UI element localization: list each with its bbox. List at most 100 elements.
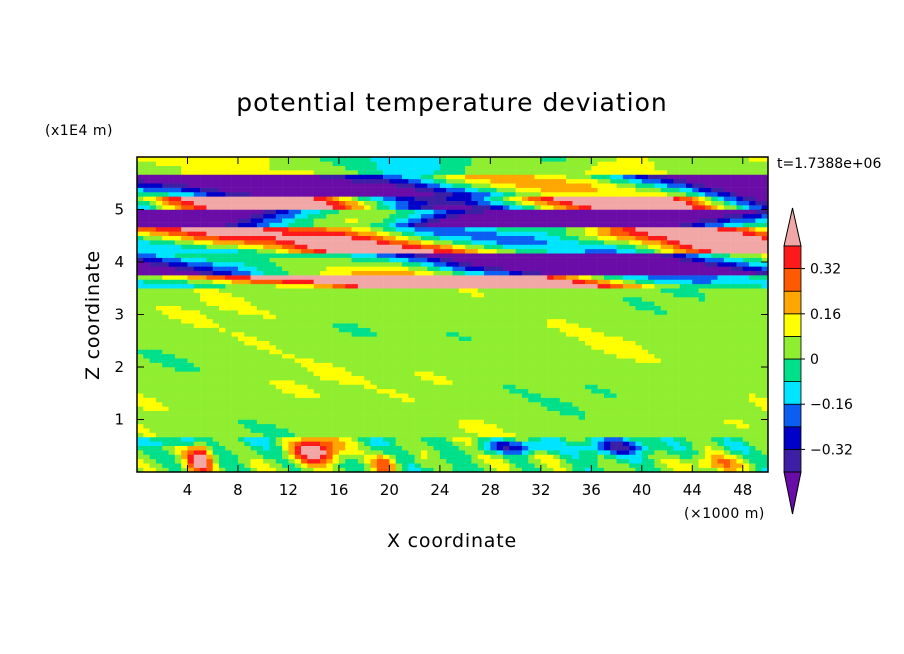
heatmap-cell xyxy=(155,402,163,407)
heatmap-cell xyxy=(749,388,756,394)
heatmap-cell xyxy=(294,349,302,355)
heatmap-cell xyxy=(490,458,497,464)
heatmap-cell xyxy=(502,323,510,328)
heatmap-cell xyxy=(723,454,731,460)
heatmap-cell xyxy=(502,410,510,416)
heatmap-cell xyxy=(673,463,680,468)
heatmap-cell xyxy=(427,253,434,258)
heatmap-cell xyxy=(288,397,295,403)
heatmap-cell xyxy=(629,358,636,363)
heatmap-cell xyxy=(502,380,510,385)
heatmap-cell xyxy=(528,301,535,306)
heatmap-cell xyxy=(269,458,277,464)
heatmap-cell xyxy=(465,297,472,302)
heatmap-cell xyxy=(193,437,201,442)
heatmap-cell xyxy=(383,327,390,333)
heatmap-cell xyxy=(212,332,220,337)
heatmap-cell xyxy=(673,358,680,363)
heatmap-cell xyxy=(414,349,422,355)
heatmap-cell xyxy=(307,432,314,438)
heatmap-cell xyxy=(667,380,674,385)
heatmap-cell xyxy=(502,314,510,320)
heatmap-cell xyxy=(301,323,308,328)
heatmap-cell xyxy=(692,454,699,460)
heatmap-cell xyxy=(749,358,756,363)
heatmap-cell xyxy=(641,323,649,328)
heatmap-cell xyxy=(679,388,687,394)
heatmap-cell xyxy=(364,397,371,403)
heatmap-cell xyxy=(736,367,744,372)
heatmap-cell xyxy=(730,437,737,442)
heatmap-cell xyxy=(742,279,750,285)
heatmap-cell xyxy=(282,279,289,285)
heatmap-cell xyxy=(275,362,283,368)
heatmap-cell xyxy=(679,375,687,381)
heatmap-cell xyxy=(433,358,441,363)
heatmap-cell xyxy=(420,441,428,446)
heatmap-cell xyxy=(648,458,655,464)
heatmap-cell xyxy=(673,450,680,455)
heatmap-cell xyxy=(162,393,169,398)
heatmap-cell xyxy=(313,292,321,298)
heatmap-cell xyxy=(174,402,182,407)
heatmap-cell xyxy=(439,410,447,416)
heatmap-cell xyxy=(730,402,737,407)
heatmap-cell xyxy=(616,445,624,451)
heatmap-cell xyxy=(446,266,453,271)
heatmap-cell xyxy=(477,458,485,464)
heatmap-cell xyxy=(698,279,706,285)
heatmap-cell xyxy=(578,275,586,280)
heatmap-cell xyxy=(704,406,712,411)
heatmap-cell xyxy=(692,301,699,306)
heatmap-cell xyxy=(149,380,157,385)
heatmap-cell xyxy=(572,288,579,293)
heatmap-cell xyxy=(578,371,586,376)
heatmap-cell xyxy=(660,253,668,258)
heatmap-cell xyxy=(540,380,548,385)
heatmap-cell xyxy=(566,410,573,416)
heatmap-cell xyxy=(237,257,245,263)
heatmap-cell xyxy=(237,262,245,267)
heatmap-cell xyxy=(256,270,264,276)
heatmap-cell xyxy=(263,288,270,293)
heatmap-cell xyxy=(187,388,195,394)
heatmap-cell xyxy=(534,415,542,420)
heatmap-cell xyxy=(458,458,466,464)
heatmap-cell xyxy=(559,467,567,472)
heatmap-cell xyxy=(484,270,491,276)
heatmap-cell xyxy=(736,415,744,420)
heatmap-cell xyxy=(383,275,390,280)
heatmap-cell xyxy=(585,410,592,416)
heatmap-cell xyxy=(730,419,737,425)
heatmap-cell xyxy=(465,349,472,355)
heatmap-cell xyxy=(509,292,516,298)
heatmap-cell xyxy=(326,297,333,302)
heatmap-cell xyxy=(521,310,529,315)
heatmap-cell xyxy=(471,358,478,363)
heatmap-cell xyxy=(717,362,725,368)
heatmap-cell xyxy=(749,380,756,385)
heatmap-cell xyxy=(597,410,605,416)
heatmap-cell xyxy=(370,397,378,403)
heatmap-cell xyxy=(319,297,327,302)
heatmap-cell xyxy=(301,332,308,337)
heatmap-cell xyxy=(187,314,195,320)
heatmap-cell xyxy=(528,454,535,460)
heatmap-cell xyxy=(553,384,561,390)
heatmap-cell xyxy=(408,437,415,442)
heatmap-cell xyxy=(168,423,176,429)
heatmap-cell xyxy=(730,314,737,320)
heatmap-cell xyxy=(256,458,264,464)
heatmap-cell xyxy=(181,288,188,293)
heatmap-cell xyxy=(603,266,611,271)
heatmap-cell xyxy=(471,367,478,372)
heatmap-cell xyxy=(282,349,289,355)
heatmap-cell xyxy=(137,262,144,267)
heatmap-cell xyxy=(250,353,258,359)
heatmap-cell xyxy=(319,305,327,311)
heatmap-cell xyxy=(490,266,497,271)
heatmap-cell xyxy=(275,297,283,302)
heatmap-cell xyxy=(597,432,605,438)
heatmap-cell xyxy=(755,415,762,420)
heatmap-cell xyxy=(338,305,346,311)
